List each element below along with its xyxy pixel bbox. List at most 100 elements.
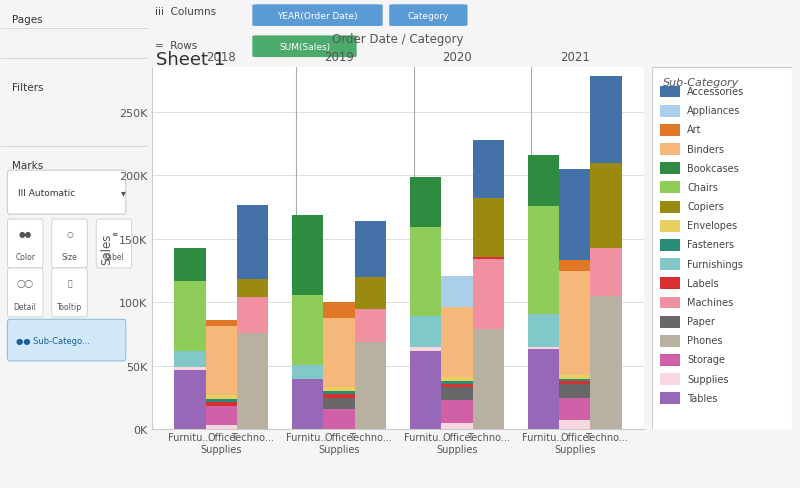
Bar bbox=[323, 318, 354, 387]
Bar bbox=[442, 384, 473, 387]
Bar bbox=[206, 395, 237, 400]
Bar bbox=[661, 221, 680, 232]
Bar bbox=[206, 425, 237, 429]
Bar bbox=[661, 240, 680, 251]
Bar bbox=[323, 391, 354, 394]
Text: Sub-Category: Sub-Category bbox=[663, 77, 739, 87]
X-axis label: Order Date / Category: Order Date / Category bbox=[332, 33, 464, 46]
Bar bbox=[354, 222, 386, 277]
Bar bbox=[661, 182, 680, 194]
FancyBboxPatch shape bbox=[7, 220, 43, 268]
Bar bbox=[442, 400, 473, 423]
FancyBboxPatch shape bbox=[390, 5, 467, 27]
Bar bbox=[206, 327, 237, 395]
Bar bbox=[473, 329, 504, 429]
Bar bbox=[442, 378, 473, 381]
Bar bbox=[410, 317, 442, 347]
Bar bbox=[442, 423, 473, 429]
Bar bbox=[323, 398, 354, 409]
Text: Tables: Tables bbox=[687, 393, 718, 403]
Text: Fasteners: Fasteners bbox=[687, 240, 734, 250]
Y-axis label: Sales: Sales bbox=[100, 233, 114, 264]
Text: SUM(Sales): SUM(Sales) bbox=[279, 43, 330, 52]
Bar bbox=[206, 406, 237, 425]
Bar bbox=[559, 170, 590, 261]
Text: Appliances: Appliances bbox=[687, 106, 740, 116]
Bar bbox=[292, 295, 323, 365]
Text: ≡: ≡ bbox=[110, 230, 117, 239]
Text: =  Rows: = Rows bbox=[154, 41, 197, 51]
Text: YEAR(Order Date): YEAR(Order Date) bbox=[278, 12, 358, 21]
Bar bbox=[559, 261, 590, 271]
Bar bbox=[590, 163, 622, 248]
Text: ●● Sub-Catego...: ●● Sub-Catego... bbox=[16, 336, 90, 345]
Bar bbox=[292, 379, 323, 429]
Bar bbox=[559, 379, 590, 381]
Bar bbox=[661, 373, 680, 386]
Bar bbox=[528, 156, 559, 206]
Bar bbox=[590, 248, 622, 296]
Bar bbox=[354, 342, 386, 429]
Bar bbox=[174, 370, 206, 429]
Bar bbox=[442, 387, 473, 400]
Bar bbox=[661, 259, 680, 270]
Text: Tooltip: Tooltip bbox=[57, 303, 82, 311]
Bar bbox=[206, 402, 237, 406]
Bar bbox=[237, 333, 268, 429]
Bar bbox=[559, 381, 590, 384]
Text: Color: Color bbox=[15, 252, 35, 261]
FancyBboxPatch shape bbox=[7, 320, 126, 361]
Bar bbox=[661, 144, 680, 156]
Bar bbox=[174, 281, 206, 351]
Text: Furnishings: Furnishings bbox=[687, 259, 743, 269]
Bar bbox=[323, 303, 354, 318]
Bar bbox=[590, 77, 622, 163]
Text: 💬: 💬 bbox=[67, 279, 72, 287]
Bar bbox=[323, 387, 354, 391]
Bar bbox=[528, 314, 559, 347]
Bar bbox=[473, 260, 504, 329]
Text: Binders: Binders bbox=[687, 144, 724, 154]
Bar bbox=[661, 297, 680, 309]
FancyBboxPatch shape bbox=[96, 220, 132, 268]
Text: Category: Category bbox=[408, 12, 449, 21]
FancyBboxPatch shape bbox=[652, 68, 792, 429]
Bar bbox=[410, 351, 442, 429]
Bar bbox=[661, 393, 680, 405]
Bar bbox=[237, 298, 268, 333]
Text: ◯◯: ◯◯ bbox=[17, 279, 34, 287]
Bar bbox=[473, 141, 504, 199]
Bar bbox=[528, 206, 559, 314]
FancyBboxPatch shape bbox=[52, 220, 87, 268]
Bar bbox=[174, 351, 206, 367]
FancyBboxPatch shape bbox=[7, 268, 43, 317]
FancyBboxPatch shape bbox=[7, 171, 126, 215]
Bar bbox=[174, 248, 206, 281]
Bar bbox=[559, 384, 590, 398]
Bar bbox=[354, 309, 386, 342]
Bar bbox=[292, 365, 323, 379]
Bar bbox=[559, 398, 590, 421]
Bar bbox=[410, 347, 442, 351]
Bar bbox=[206, 400, 237, 402]
Text: Paper: Paper bbox=[687, 317, 715, 326]
Text: iii  Columns: iii Columns bbox=[154, 7, 216, 17]
Text: Filters: Filters bbox=[12, 83, 43, 93]
Bar bbox=[323, 409, 354, 429]
Bar bbox=[323, 394, 354, 398]
Text: Labels: Labels bbox=[687, 278, 718, 288]
Bar bbox=[661, 278, 680, 290]
Bar bbox=[528, 349, 559, 429]
Bar bbox=[590, 296, 622, 429]
Bar bbox=[174, 367, 206, 370]
Bar bbox=[354, 277, 386, 309]
FancyBboxPatch shape bbox=[252, 36, 357, 58]
Bar bbox=[559, 421, 590, 429]
Text: Label: Label bbox=[103, 252, 124, 261]
Text: Size: Size bbox=[62, 252, 78, 261]
Bar bbox=[473, 199, 504, 257]
Bar bbox=[206, 321, 237, 327]
Text: Phones: Phones bbox=[687, 336, 722, 346]
FancyBboxPatch shape bbox=[52, 268, 87, 317]
Text: Pages: Pages bbox=[12, 15, 42, 24]
